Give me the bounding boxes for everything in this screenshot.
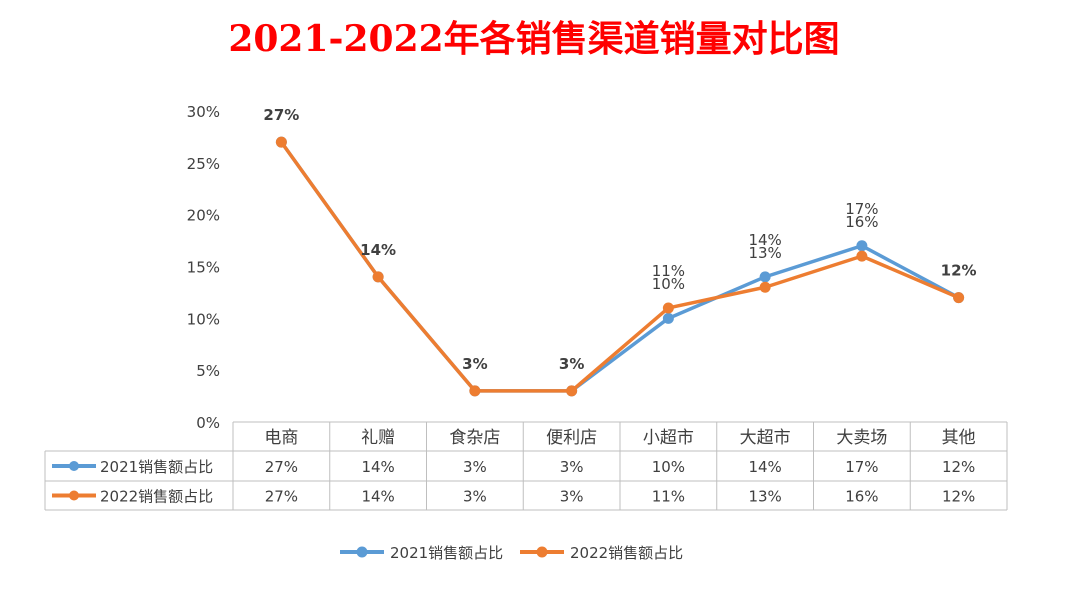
series-marker <box>469 385 481 397</box>
series-marker <box>856 250 868 262</box>
category-label: 其他 <box>942 428 976 448</box>
y-tick-label: 5% <box>196 362 220 380</box>
y-tick-label: 30% <box>187 103 220 121</box>
y-tick-label: 10% <box>187 310 220 328</box>
data-label: 16% <box>845 213 878 231</box>
category-label: 大超市 <box>740 428 791 448</box>
category-label: 电商 <box>264 428 298 448</box>
table-cell: 27% <box>265 488 298 506</box>
legend-label: 2022销售额占比 <box>570 544 683 562</box>
data-label: 13% <box>748 244 781 262</box>
series-marker <box>759 271 771 283</box>
data-label: 10% <box>652 275 685 293</box>
category-label: 食杂店 <box>449 428 500 448</box>
legend-label: 2021销售额占比 <box>390 544 503 562</box>
series-line <box>279 141 960 393</box>
series-marker <box>953 292 965 304</box>
series-marker <box>856 240 868 252</box>
table-series-name: 2022销售额占比 <box>100 488 213 506</box>
data-label: 12% <box>941 262 977 280</box>
table-cell: 16% <box>845 488 878 506</box>
table-cell: 3% <box>560 488 584 506</box>
y-tick-label: 0% <box>196 414 220 432</box>
category-label: 礼赠 <box>361 428 395 448</box>
table-cell: 3% <box>463 488 487 506</box>
category-label: 大卖场 <box>836 428 887 448</box>
y-tick-label: 25% <box>187 155 220 173</box>
legend-marker <box>536 546 548 558</box>
table-cell: 3% <box>463 458 487 476</box>
series-line <box>279 141 960 393</box>
table-cell: 10% <box>652 458 685 476</box>
table-cell: 14% <box>361 488 394 506</box>
table-legend-marker <box>69 461 79 471</box>
table-cell: 17% <box>845 458 878 476</box>
table-cell: 27% <box>265 458 298 476</box>
table-cell: 12% <box>942 488 975 506</box>
series-marker <box>662 302 674 314</box>
table-cell: 14% <box>748 458 781 476</box>
data-label: 14% <box>748 231 781 249</box>
data-label: 17% <box>845 200 878 218</box>
series-marker <box>566 385 578 397</box>
data-label: 27% <box>263 106 299 124</box>
series-marker <box>372 271 384 283</box>
table-series-name: 2021销售额占比 <box>100 458 213 476</box>
legend-marker <box>356 546 368 558</box>
table-cell: 11% <box>652 488 685 506</box>
table-legend-marker <box>69 490 79 501</box>
table-cell: 3% <box>560 458 584 476</box>
data-label: 3% <box>462 355 487 373</box>
category-label: 便利店 <box>546 428 597 448</box>
y-tick-label: 20% <box>187 207 220 225</box>
table-cell: 13% <box>748 488 781 506</box>
series-marker <box>662 312 674 324</box>
data-label: 11% <box>652 262 685 280</box>
data-label: 14% <box>360 241 396 259</box>
series-marker <box>759 281 771 293</box>
table-cell: 12% <box>942 458 975 476</box>
y-tick-label: 15% <box>187 259 220 277</box>
category-label: 小超市 <box>643 428 694 448</box>
data-label: 3% <box>559 355 584 373</box>
table-cell: 14% <box>361 458 394 476</box>
chart-title: 2021-2022年各销售渠道销量对比图 <box>228 18 840 60</box>
series-marker <box>275 136 287 148</box>
